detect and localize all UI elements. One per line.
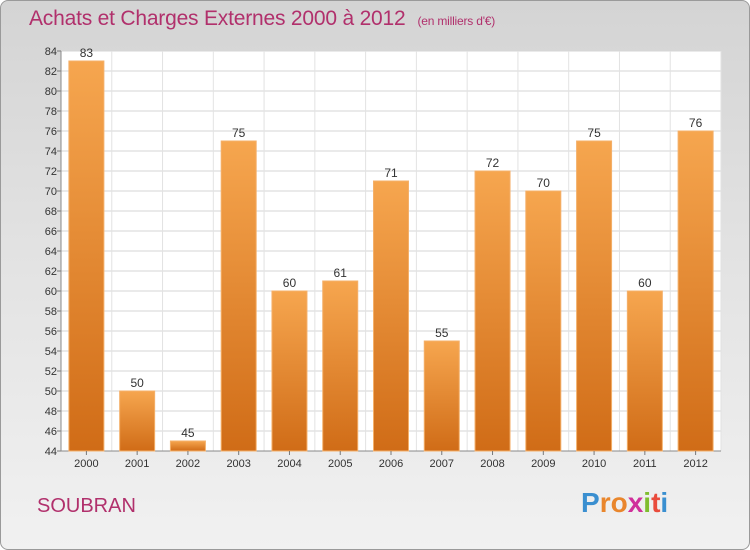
data-label: 45 [181, 426, 195, 440]
x-tick-label: 2007 [430, 458, 454, 470]
x-tick-label: 2012 [683, 458, 707, 470]
y-tick-label: 68 [45, 206, 57, 218]
data-label: 76 [689, 116, 703, 130]
y-tick-label: 80 [45, 86, 57, 98]
bar [677, 130, 714, 452]
logo-letter: r [599, 487, 611, 518]
x-tick-label: 2004 [277, 458, 301, 470]
logo-letter: t [651, 487, 661, 518]
proxiti-logo: Proxiti [581, 487, 668, 519]
bar [626, 290, 663, 452]
x-tick-label: 2000 [74, 458, 98, 470]
bar [322, 280, 359, 452]
x-tick-label: 2011 [633, 458, 657, 470]
y-tick-label: 58 [45, 306, 57, 318]
x-tick-label: 2010 [582, 458, 606, 470]
bar [220, 140, 257, 452]
y-tick-label: 60 [45, 286, 57, 298]
data-label: 83 [80, 46, 94, 60]
y-tick-label: 64 [45, 246, 57, 258]
logo-letter: i [643, 487, 652, 518]
bar [68, 60, 105, 452]
data-label: 70 [537, 176, 551, 190]
x-tick-label: 2001 [125, 458, 149, 470]
y-tick-label: 62 [45, 266, 57, 278]
y-tick-label: 82 [45, 66, 57, 78]
data-label: 75 [587, 126, 601, 140]
y-tick-label: 78 [45, 106, 57, 118]
x-tick-label: 2009 [531, 458, 555, 470]
data-label: 72 [486, 156, 500, 170]
bar [271, 290, 308, 452]
bar [525, 190, 562, 452]
chart-title-text: Achats et Charges Externes 2000 à 2012 [29, 7, 406, 30]
y-tick-label: 52 [45, 366, 57, 378]
data-label: 55 [435, 326, 449, 340]
data-label: 50 [130, 376, 144, 390]
data-label: 60 [638, 276, 652, 290]
logo-letter: o [610, 487, 628, 518]
y-tick-label: 46 [45, 426, 57, 438]
chart-subtitle: (en milliers d'€) [417, 14, 496, 28]
data-label: 75 [232, 126, 246, 140]
chart-title: Achats et Charges Externes 2000 à 2012 (e… [29, 7, 495, 31]
bar [423, 340, 460, 452]
y-tick-label: 74 [45, 146, 57, 158]
y-tick-label: 70 [45, 186, 57, 198]
y-tick-label: 54 [45, 346, 57, 358]
logo-letter: P [581, 487, 600, 518]
bar [576, 140, 613, 452]
y-tick-label: 66 [45, 226, 57, 238]
commune-name: SOUBRAN [37, 495, 136, 517]
x-tick-label: 2006 [379, 458, 403, 470]
y-tick-label: 72 [45, 166, 57, 178]
y-tick-label: 44 [45, 446, 57, 458]
bar [119, 390, 156, 452]
y-tick-label: 48 [45, 406, 57, 418]
x-tick-label: 2008 [480, 458, 504, 470]
data-label: 71 [384, 166, 398, 180]
bar [474, 170, 511, 452]
x-tick-label: 2002 [176, 458, 200, 470]
logo-letter: i [660, 487, 669, 518]
logo-letter: x [627, 487, 644, 518]
data-label: 61 [334, 266, 348, 280]
y-tick-label: 56 [45, 326, 57, 338]
bar [169, 440, 206, 452]
x-tick-label: 2005 [328, 458, 352, 470]
x-tick-label: 2003 [226, 458, 250, 470]
y-tick-label: 50 [45, 386, 57, 398]
y-tick-label: 84 [45, 46, 57, 58]
y-tick-label: 76 [45, 126, 57, 138]
data-label: 60 [283, 276, 297, 290]
bar [373, 180, 409, 452]
